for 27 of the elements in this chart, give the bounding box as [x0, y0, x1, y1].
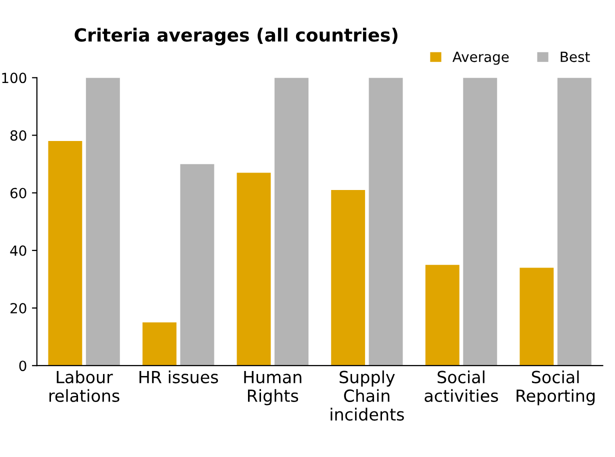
y-tick-label: 40: [10, 245, 26, 256]
bar: [331, 190, 366, 366]
bar: [557, 78, 592, 366]
x-tick-label: Supply Chain incidents: [330, 370, 404, 421]
bar: [180, 164, 214, 366]
y-tick-label: 100: [2, 72, 26, 84]
bar: [274, 78, 308, 366]
legend-label: Average: [452, 52, 509, 65]
y-tick-label: 0: [19, 360, 26, 372]
bar: [236, 172, 271, 366]
x-tick-label: HR issues: [140, 370, 218, 384]
legend-label: Best: [560, 52, 590, 62]
bar: [425, 264, 460, 366]
x-tick-label: Labour relations: [49, 370, 120, 402]
bar: [48, 141, 82, 366]
x-tick-label: Human Rights: [244, 370, 302, 406]
bar: [86, 78, 120, 366]
x-tick-label: Social activities: [424, 370, 498, 402]
bar: [463, 78, 498, 366]
chart-title: Criteria averages (all countries): [74, 28, 398, 46]
bar: [142, 322, 176, 366]
y-tick-label: 60: [10, 188, 26, 198]
y-tick-label: 80: [10, 130, 26, 141]
y-tick-label: 20: [10, 302, 26, 314]
x-tick-label: Social Reporting: [516, 370, 595, 406]
bar: [368, 78, 403, 366]
bar: [520, 268, 554, 366]
